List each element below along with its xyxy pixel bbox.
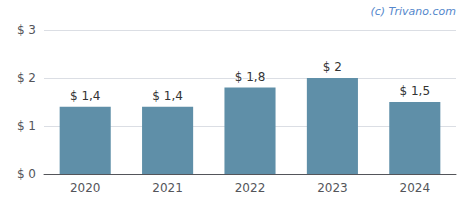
svg-text:$ 2: $ 2 [323, 60, 342, 74]
svg-text:$ 1,4: $ 1,4 [70, 89, 101, 103]
svg-text:(c) Trivano.com: (c) Trivano.com [370, 5, 456, 18]
svg-text:$ 1,5: $ 1,5 [400, 84, 431, 98]
svg-text:2023: 2023 [317, 181, 348, 195]
svg-text:$ 2: $ 2 [17, 71, 36, 85]
svg-text:$ 3: $ 3 [17, 23, 36, 37]
svg-text:2024: 2024 [400, 181, 431, 195]
svg-text:$ 1,4: $ 1,4 [152, 89, 183, 103]
svg-text:$ 0: $ 0 [17, 167, 36, 181]
svg-text:$ 1,8: $ 1,8 [235, 70, 266, 84]
svg-text:2022: 2022 [235, 181, 266, 195]
svg-text:$ 1: $ 1 [17, 119, 36, 133]
svg-text:2020: 2020 [70, 181, 101, 195]
svg-text:2021: 2021 [152, 181, 183, 195]
